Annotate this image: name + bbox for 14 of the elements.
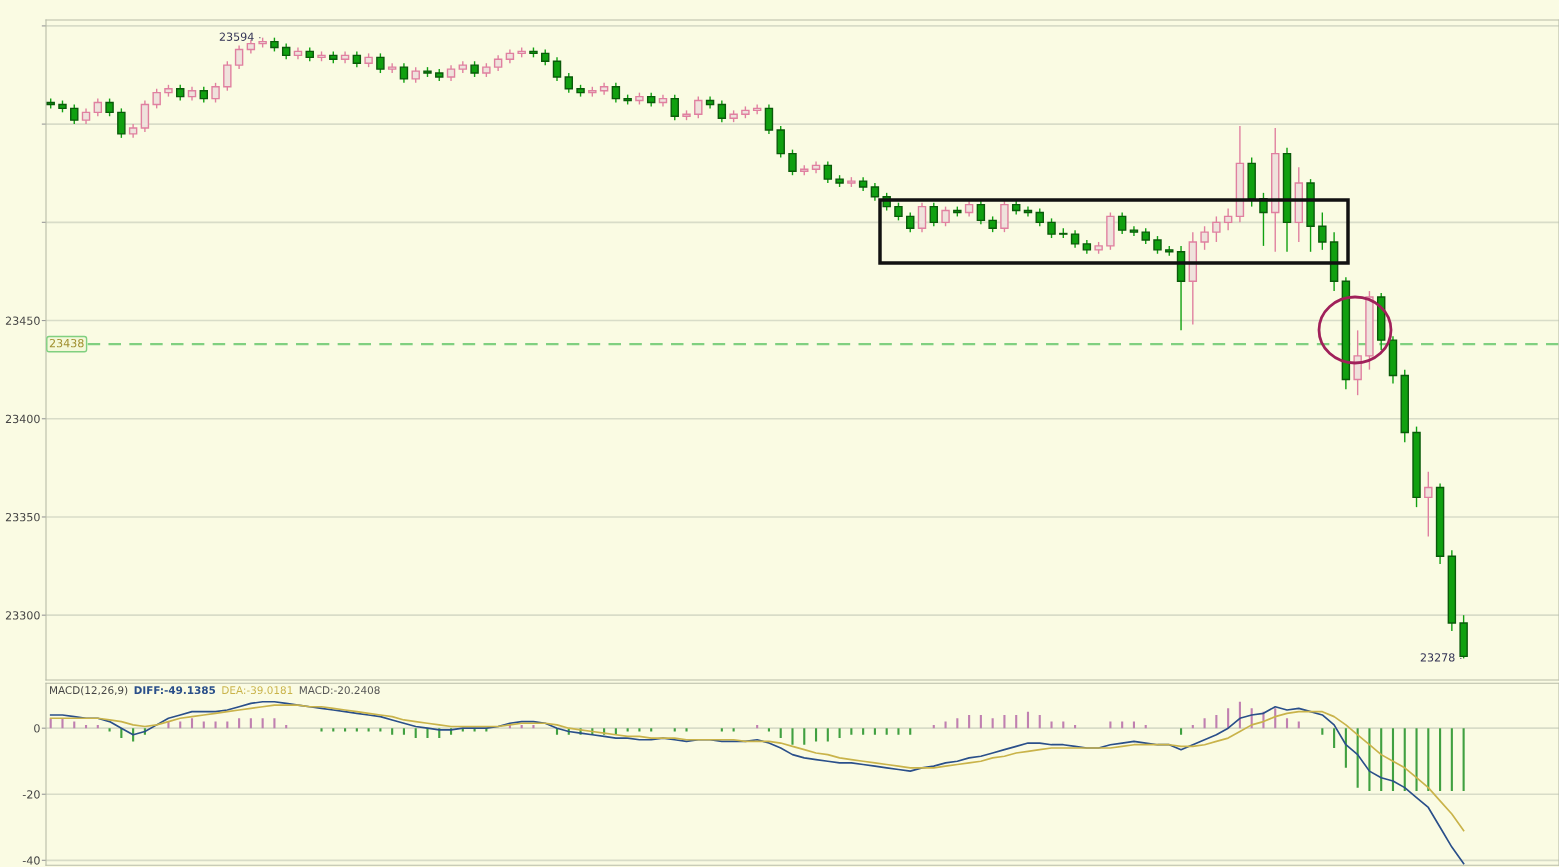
y-tick-label: 23350 — [5, 512, 40, 522]
y-tick-label: 23450 — [5, 316, 40, 325]
annotation: 23278 — [1420, 653, 1455, 662]
y-tick-label: -40 — [22, 856, 40, 865]
y-tick-label: 23400 — [5, 414, 40, 424]
y-tick-label: 0 — [34, 724, 40, 733]
y-tick-label: 23300 — [5, 611, 40, 620]
chart-title: MACD(12,26,9) — [50, 686, 128, 696]
annotation: 23594 — [219, 32, 254, 41]
annotation: MACD:-20.2408 — [299, 686, 380, 695]
annotation: DIFF:-49.1385 — [134, 686, 216, 695]
ref-line-label: 23438 — [49, 338, 84, 348]
annotation: DEA:-39.0181 — [222, 686, 293, 695]
y-tick-label: -20 — [22, 790, 40, 799]
